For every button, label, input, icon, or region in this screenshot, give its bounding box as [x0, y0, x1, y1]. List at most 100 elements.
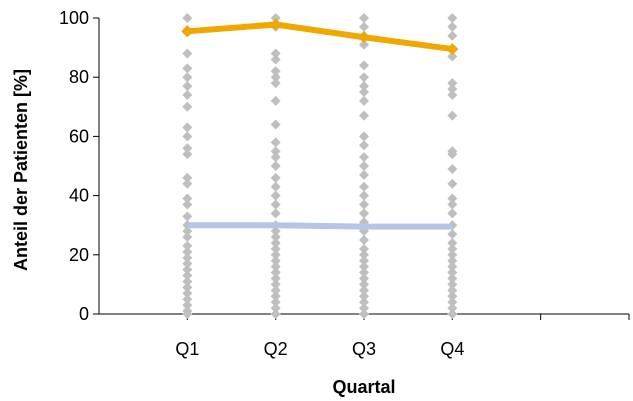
scatter-point: [447, 208, 458, 219]
scatter-point: [359, 95, 369, 106]
scatter-point: [270, 54, 281, 65]
y-tick-label: 80: [69, 67, 89, 87]
scatter-point: [359, 199, 369, 210]
scatter-point: [359, 181, 369, 192]
scatter-point: [182, 13, 193, 23]
scatter-point: [182, 240, 193, 251]
scatter-point: [182, 288, 193, 299]
scatter-point: [359, 279, 369, 290]
scatter-point: [447, 279, 458, 290]
scatter-point: [447, 84, 458, 95]
scatter-point: [270, 267, 281, 278]
scatter-point: [359, 81, 369, 92]
scatter-point: [447, 30, 458, 41]
scatter-point: [270, 232, 281, 243]
scatter-point: [447, 89, 458, 100]
scatter-point: [270, 255, 281, 266]
scatter-point: [359, 39, 369, 50]
x-tick-label: Q4: [440, 339, 464, 359]
scatter-point: [182, 309, 193, 319]
scatter-point: [447, 267, 458, 278]
scatter-point: [182, 246, 193, 257]
scatter-point: [359, 208, 369, 219]
scatter-point: [359, 235, 369, 245]
scatter-point: [359, 152, 369, 163]
scatter-point: [182, 193, 193, 204]
y-axis-title: Anteil der Patienten [%]: [11, 69, 31, 271]
scatter-point: [447, 285, 458, 296]
x-tick-label: Q3: [352, 339, 376, 359]
scatter-point: [447, 193, 458, 204]
scatter-point: [447, 243, 458, 254]
scatter-point: [270, 243, 281, 254]
series-marker: [358, 31, 370, 44]
scatter-point: [270, 190, 281, 201]
scatter-point: [182, 300, 193, 311]
scatter-point: [359, 60, 369, 71]
scatter-point: [447, 149, 458, 160]
series-marker: [181, 25, 194, 38]
scatter-point: [182, 232, 193, 243]
scatter-point: [270, 95, 281, 106]
scatter-point: [270, 279, 281, 290]
scatter-point: [359, 267, 369, 278]
scatter-point: [182, 131, 193, 142]
scatter-point: [359, 21, 369, 32]
axes: 0 20 40 60 80 100 Q1 Q2 Q3 Q4: [59, 8, 630, 359]
scatter-point: [182, 122, 193, 133]
series-lines: [181, 18, 459, 230]
x-tick-label: Q1: [175, 339, 199, 359]
scatter-point: [447, 13, 458, 23]
scatter-point: [182, 89, 193, 100]
scatter-point: [447, 249, 458, 260]
scatter-point: [359, 140, 369, 151]
scatter-point: [182, 264, 193, 275]
y-tick-label: 0: [79, 304, 89, 324]
scatter-point: [447, 255, 458, 266]
scatter-point: [447, 309, 458, 319]
scatter-point: [359, 273, 369, 284]
scatter-point: [447, 229, 458, 240]
scatter-point: [359, 169, 369, 180]
scatter-point: [447, 303, 458, 314]
scatter-point: [182, 172, 193, 183]
scatter-point: [447, 78, 458, 89]
series-line-2: [187, 222, 453, 230]
scatter-point: [182, 211, 193, 222]
scatter-point: [182, 294, 193, 305]
scatter-point: [270, 285, 281, 296]
scatter-point: [447, 110, 458, 121]
scatter-point: [182, 72, 193, 83]
scatter-points: [182, 13, 458, 319]
scatter-point: [182, 276, 193, 287]
scatter-point: [447, 199, 458, 210]
scatter-point: [270, 309, 281, 319]
scatter-point: [270, 273, 281, 284]
y-tick-label: 60: [69, 126, 89, 146]
y-tick-label: 100: [59, 8, 89, 28]
scatter-point: [359, 110, 369, 121]
scatter-point: [270, 72, 281, 83]
scatter-point: [359, 249, 369, 260]
scatter-point: [359, 285, 369, 296]
scatter-point: [359, 190, 369, 201]
scatter-point: [447, 237, 458, 248]
scatter-point: [182, 252, 193, 263]
scatter-point: [447, 291, 458, 302]
scatter-point: [270, 237, 281, 248]
scatter-point: [270, 261, 281, 272]
scatter-point: [270, 146, 281, 157]
scatter-point: [359, 72, 369, 83]
scatter-point: [447, 297, 458, 308]
series-line-1: [187, 21, 453, 53]
scatter-point: [359, 131, 369, 142]
scatter-point: [270, 303, 281, 314]
scatter-point: [182, 226, 193, 237]
scatter-point: [359, 161, 369, 171]
series-marker: [269, 18, 282, 31]
scatter-point: [182, 101, 193, 112]
scatter-point: [359, 291, 369, 302]
scatter-point: [447, 178, 458, 189]
